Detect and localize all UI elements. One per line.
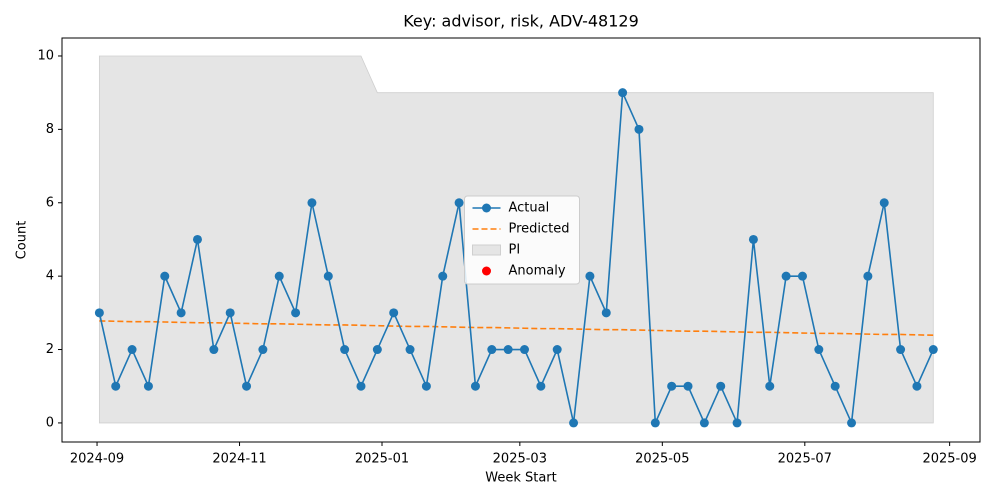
data-point	[192, 234, 202, 244]
x-tick-label: 2025-09	[922, 452, 976, 467]
legend-label: PI	[509, 243, 521, 258]
data-point	[716, 381, 726, 391]
data-point	[847, 418, 857, 428]
data-point	[683, 381, 693, 391]
y-tick-label: 0	[46, 415, 54, 430]
data-point	[650, 418, 660, 428]
data-point	[111, 381, 121, 391]
data-point	[421, 381, 431, 391]
data-point	[389, 308, 399, 318]
data-point	[536, 381, 546, 391]
data-point	[797, 271, 807, 281]
data-point	[928, 345, 938, 355]
legend: Actual Predicted PI Anomaly	[464, 195, 580, 285]
data-point	[225, 308, 235, 318]
data-point	[585, 271, 595, 281]
data-point	[94, 308, 104, 318]
data-point	[781, 271, 791, 281]
legend-swatch	[472, 244, 501, 256]
actual-line	[98, 92, 935, 427]
y-tick-label: 10	[37, 48, 54, 63]
data-point	[323, 271, 333, 281]
data-point	[699, 418, 709, 428]
data-point	[552, 345, 562, 355]
plot-frame	[61, 37, 981, 443]
data-point	[634, 124, 644, 134]
data-point	[912, 381, 922, 391]
data-point	[520, 345, 530, 355]
data-point	[765, 381, 775, 391]
data-point	[372, 345, 382, 355]
data-point	[340, 345, 350, 355]
x-tick-label: 2025-07	[778, 452, 832, 467]
data-point	[176, 308, 186, 318]
predicted-line	[99, 320, 934, 337]
data-point	[356, 381, 366, 391]
data-point	[438, 271, 448, 281]
x-tick-label: 2024-09	[70, 452, 124, 467]
data-point	[618, 88, 628, 98]
x-tick-label: 2025-01	[355, 452, 409, 467]
data-point	[814, 345, 824, 355]
data-point	[487, 345, 497, 355]
legend-box	[464, 195, 580, 285]
data-point	[143, 381, 153, 391]
data-point	[503, 345, 513, 355]
y-axis-label: Count	[15, 221, 30, 260]
data-point	[830, 381, 840, 391]
x-tick-label: 2025-05	[635, 452, 689, 467]
data-point	[732, 418, 742, 428]
x-axis-label: Week Start	[485, 471, 557, 486]
legend-label: Actual	[509, 201, 550, 216]
data-point	[405, 345, 415, 355]
data-point	[160, 271, 170, 281]
chart-title: Key: advisor, risk, ADV-48129	[403, 12, 639, 31]
data-point	[879, 198, 889, 208]
data-point	[127, 345, 137, 355]
data-point	[748, 234, 758, 244]
legend-swatch	[482, 266, 491, 276]
data-point	[470, 381, 480, 391]
x-tick-label: 2025-03	[493, 452, 547, 467]
y-tick-label: 6	[46, 195, 54, 210]
x-tick-label: 2024-11	[212, 452, 266, 467]
y-tick-label: 2	[46, 342, 54, 357]
data-point	[863, 271, 873, 281]
data-point	[242, 381, 252, 391]
data-point	[454, 198, 464, 208]
data-point	[896, 345, 906, 355]
data-point	[569, 418, 579, 428]
data-point	[307, 198, 317, 208]
data-point	[667, 381, 677, 391]
y-tick-label: 8	[46, 122, 54, 137]
legend-label: Predicted	[509, 222, 570, 237]
legend-label: Anomaly	[509, 264, 566, 279]
y-tick-label: 4	[46, 269, 54, 284]
data-point	[601, 308, 611, 318]
legend-swatch	[482, 203, 491, 213]
data-point	[209, 345, 219, 355]
data-point	[258, 345, 268, 355]
data-point	[274, 271, 284, 281]
data-point	[291, 308, 301, 318]
